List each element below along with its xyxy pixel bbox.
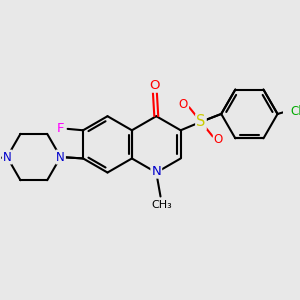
Text: O: O [179, 98, 188, 111]
Text: O: O [150, 79, 160, 92]
Text: Cl: Cl [290, 105, 300, 118]
Text: N: N [152, 165, 161, 178]
Text: N: N [56, 151, 65, 164]
Text: O: O [214, 133, 223, 146]
Text: S: S [196, 114, 206, 129]
Text: N: N [3, 151, 11, 164]
Text: CH₃: CH₃ [152, 200, 172, 210]
Text: F: F [57, 122, 64, 135]
